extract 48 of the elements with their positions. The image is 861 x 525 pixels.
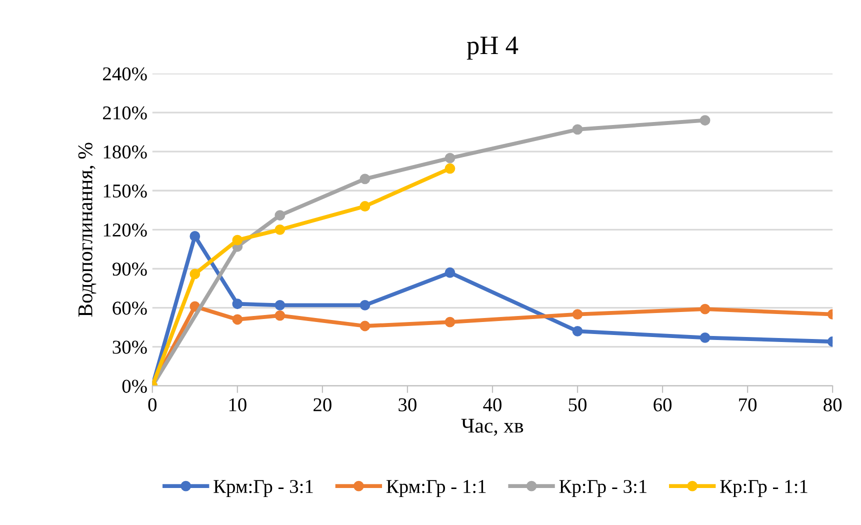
x-tick-label: 60 [654,398,672,412]
point [444,163,456,174]
point [274,210,286,221]
x-tick-label: 70 [739,398,757,412]
point [444,152,456,164]
legend-label: Крм:Гр - 3:1 [214,480,313,497]
y-tick-label: 90% [112,262,147,276]
chart-title: pH 4 [466,36,518,60]
point [444,267,456,278]
y-tick-label: 150% [104,184,147,198]
x-tick-label: 10 [229,398,246,412]
x-axis-title: Час, хв [461,418,524,436]
y-tick-label: 120% [104,224,147,237]
y-tick-label: 210% [103,106,147,120]
x-tick-label: 30 [398,398,416,412]
legend-label: Крм:Гр - 1:1 [386,480,486,497]
x-tick-label: 20 [314,398,332,412]
point [360,201,370,212]
point [274,300,286,310]
y-tick-label: 180% [104,145,147,159]
point [360,300,370,310]
point [700,115,710,126]
point [232,298,243,310]
point [700,332,710,343]
point [572,326,583,336]
point [360,174,370,184]
point [274,310,286,321]
point [572,309,583,320]
x-tick-label: 0 [148,398,157,412]
y-tick-label: 0% [122,380,147,393]
point [190,268,200,280]
point [360,320,370,332]
point [190,230,200,242]
x-tick-label: 50 [568,398,586,412]
legend-label: Кр:Гр - 1:1 [720,480,808,497]
y-axis-title: Водопоглинання, % [78,142,96,317]
point [274,224,286,235]
y-tick-label: 30% [112,340,147,354]
point [572,124,583,135]
point [232,234,243,246]
x-tick-label: 40 [483,398,502,412]
y-tick-label: 240% [103,67,147,80]
legend-label: Кр:Гр - 3:1 [559,480,646,497]
y-tick-label: 60% [112,302,147,315]
point [700,304,710,314]
point [444,316,456,328]
x-tick-label: 80 [824,398,842,412]
point [232,314,243,325]
